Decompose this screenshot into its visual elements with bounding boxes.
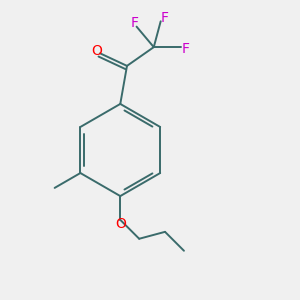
Text: O: O [91, 44, 102, 58]
Text: F: F [160, 11, 168, 25]
Text: F: F [130, 16, 138, 30]
Text: O: O [115, 217, 126, 231]
Text: F: F [182, 42, 190, 56]
